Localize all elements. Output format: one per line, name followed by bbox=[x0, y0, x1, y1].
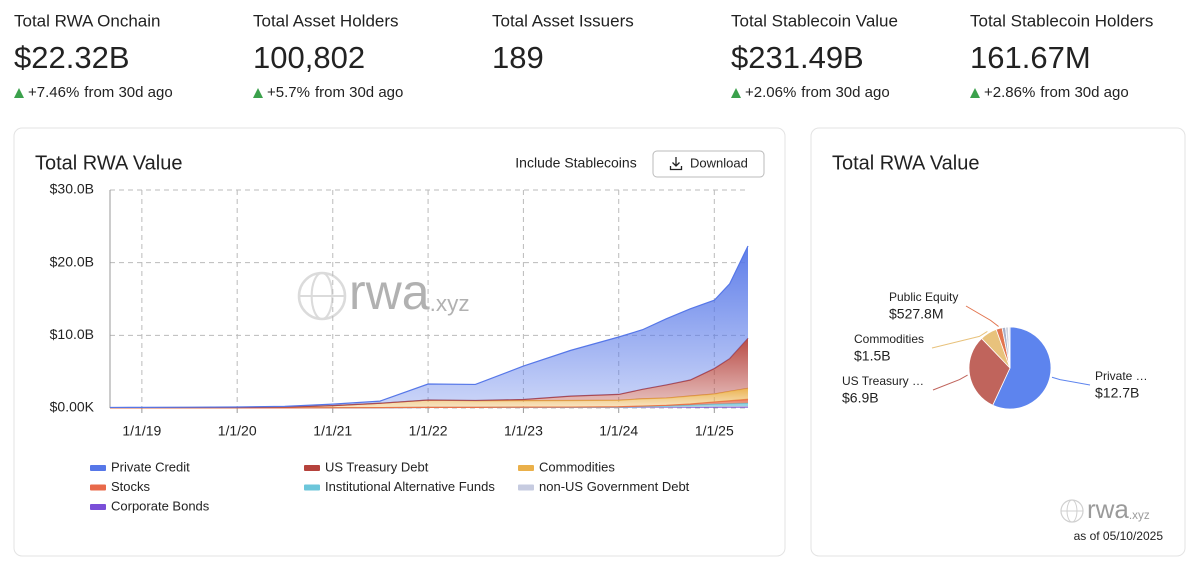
legend-label: Commodities bbox=[539, 459, 615, 474]
x-tick-label: 1/1/20 bbox=[218, 423, 257, 439]
slice-value: $12.7B bbox=[1095, 385, 1139, 401]
include-stablecoins-toggle[interactable]: Include Stablecoins bbox=[515, 155, 636, 171]
watermark-globe bbox=[1060, 499, 1084, 523]
x-tick-label: 1/1/23 bbox=[504, 423, 543, 439]
slice-value: $1.5B bbox=[854, 348, 891, 364]
slice-label: Commodities bbox=[854, 332, 924, 346]
download-label[interactable]: Download bbox=[690, 155, 748, 170]
area-edge bbox=[109, 245, 749, 409]
area bbox=[110, 388, 748, 408]
y-tick-label: $30.0B bbox=[50, 181, 94, 197]
stat-change: +2.06% bbox=[745, 84, 796, 101]
area bbox=[110, 245, 748, 408]
watermark-name: rwa bbox=[349, 264, 430, 320]
chart-card bbox=[13, 127, 786, 557]
legend-swatch bbox=[518, 465, 534, 471]
watermark: rwa .xyz bbox=[297, 264, 470, 321]
legend-label: Stocks bbox=[111, 479, 151, 494]
y-tick-label: $20.0B bbox=[50, 253, 94, 269]
stat-label: Total Asset Holders bbox=[253, 11, 399, 30]
pie-slice bbox=[968, 337, 1011, 406]
slice-value: $527.8M bbox=[889, 306, 943, 322]
legend-label: non-US Government Debt bbox=[539, 479, 690, 494]
download-icon[interactable] bbox=[669, 157, 683, 171]
watermark: rwa .xyz bbox=[1060, 494, 1150, 524]
y-tick-label: $0.00K bbox=[50, 399, 95, 415]
up-arrow bbox=[970, 88, 980, 98]
watermark-domain: .xyz bbox=[1129, 509, 1150, 522]
slice-value: $6.9B bbox=[842, 390, 879, 406]
legend-label: Institutional Alternative Funds bbox=[325, 479, 495, 494]
watermark-name: rwa bbox=[1087, 494, 1129, 524]
legend-swatch bbox=[518, 484, 534, 491]
footnote: as of 05/10/2025 bbox=[1074, 529, 1164, 543]
stat-value: 161.67M bbox=[970, 40, 1091, 75]
up-arrow bbox=[731, 88, 741, 98]
leader-line bbox=[932, 374, 968, 391]
leader-line bbox=[1051, 376, 1091, 386]
stat-label: Total Asset Issuers bbox=[492, 11, 634, 30]
stat-change: +2.86% bbox=[984, 84, 1035, 101]
x-tick-label: 1/1/24 bbox=[599, 423, 638, 439]
leader-line bbox=[965, 305, 999, 327]
chart-title: Total RWA Value bbox=[35, 152, 182, 174]
stat-label: Total RWA Onchain bbox=[14, 11, 160, 30]
stat-value: 100,802 bbox=[253, 40, 365, 75]
chart-title: Total RWA Value bbox=[832, 152, 979, 174]
slice-label: Private … bbox=[1095, 369, 1148, 383]
stat-period: from 30d ago bbox=[84, 84, 172, 101]
stat-period: from 30d ago bbox=[1040, 84, 1128, 101]
stat-label: Total Stablecoin Value bbox=[731, 11, 898, 30]
stat-period: from 30d ago bbox=[801, 84, 889, 101]
stat-change: +5.7% bbox=[267, 84, 310, 101]
legend-label: Corporate Bonds bbox=[111, 498, 210, 513]
pie-slice bbox=[1007, 326, 1011, 369]
download-button[interactable] bbox=[652, 150, 765, 178]
stat-value: $22.32B bbox=[14, 40, 130, 75]
watermark-globe bbox=[297, 271, 347, 321]
legend-swatch bbox=[90, 504, 106, 510]
stat-value: 189 bbox=[492, 40, 544, 75]
legend-label: Private Credit bbox=[111, 459, 190, 474]
stat-change: +7.46% bbox=[28, 84, 79, 101]
stat-value: $231.49B bbox=[731, 40, 864, 75]
y-tick-label: $10.0B bbox=[50, 326, 94, 342]
x-tick-label: 1/1/25 bbox=[695, 423, 734, 439]
up-arrow bbox=[253, 88, 263, 98]
legend-swatch bbox=[90, 484, 106, 491]
slice-label: US Treasury … bbox=[842, 374, 924, 388]
watermark-globe bbox=[1066, 499, 1078, 523]
legend-label: US Treasury Debt bbox=[325, 459, 429, 474]
slice-label: Public Equity bbox=[889, 290, 958, 304]
watermark-globe bbox=[310, 271, 334, 321]
legend-swatch bbox=[304, 484, 320, 491]
stat-period: from 30d ago bbox=[315, 84, 403, 101]
x-tick-label: 1/1/22 bbox=[409, 423, 448, 439]
stat-label: Total Stablecoin Holders bbox=[970, 11, 1153, 30]
legend-swatch bbox=[304, 465, 320, 471]
leader-line bbox=[931, 331, 988, 349]
x-tick-label: 1/1/21 bbox=[313, 423, 352, 439]
legend-swatch bbox=[90, 465, 106, 471]
pie-slice bbox=[992, 326, 1052, 410]
watermark-domain: .xyz bbox=[430, 291, 470, 316]
x-tick-label: 1/1/19 bbox=[122, 423, 161, 439]
up-arrow bbox=[14, 88, 24, 98]
